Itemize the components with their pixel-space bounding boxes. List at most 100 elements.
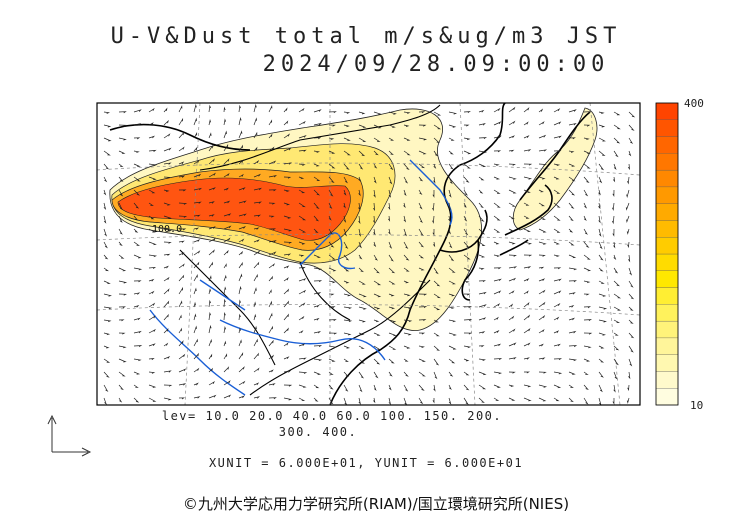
wind-arrow <box>553 121 562 126</box>
wind-arrow <box>553 397 560 402</box>
wind-arrow <box>178 215 188 218</box>
wind-arrow <box>328 345 337 349</box>
wind-arrow <box>283 327 289 334</box>
wind-arrow <box>613 384 616 393</box>
wind-arrow <box>553 241 560 245</box>
wind-arrow <box>388 150 394 156</box>
wind-arrow <box>463 137 471 141</box>
wind-arrow <box>553 303 561 308</box>
wind-arrow <box>313 358 323 362</box>
wind-arrow <box>418 241 425 248</box>
colorbar-swatch <box>655 253 679 271</box>
wind-arrow <box>373 241 377 248</box>
colorbar-swatch <box>655 320 679 339</box>
wind-arrow <box>448 202 451 211</box>
wind-arrow <box>118 163 124 168</box>
wind-arrow <box>613 254 617 260</box>
wind-arrow <box>268 215 275 218</box>
wind-arrow <box>298 241 306 245</box>
wind-arrow <box>238 213 247 217</box>
wind-arrow <box>538 241 547 245</box>
wind-arrow <box>133 371 141 375</box>
colorbar-swatch <box>655 270 679 288</box>
wind-arrow <box>343 345 351 349</box>
wind-arrow <box>178 228 187 231</box>
wind-arrow <box>568 109 577 113</box>
wind-arrow <box>553 150 562 153</box>
wind-arrow <box>538 121 545 126</box>
wind-arrow <box>373 228 376 236</box>
wind-arrow <box>448 384 452 390</box>
wind-arrow <box>133 254 142 259</box>
wind-arrow <box>343 189 347 196</box>
wind-arrow <box>193 159 200 165</box>
wind-arrow <box>238 261 243 269</box>
wind-arrow <box>403 215 407 223</box>
wind-arrow <box>493 241 500 245</box>
wind-arrow <box>403 163 410 170</box>
wind-arrow <box>193 250 201 256</box>
wind-arrow <box>463 254 471 260</box>
wind-arrow <box>612 228 615 237</box>
wind-arrow <box>403 319 413 323</box>
wind-arrow <box>268 263 275 269</box>
wind-arrow <box>253 214 261 217</box>
wind-arrow <box>403 137 411 141</box>
wind-arrow <box>343 124 350 128</box>
wind-arrow <box>298 330 304 334</box>
wind-arrow <box>613 163 617 171</box>
wind-arrow <box>418 293 428 296</box>
colorbar-swatch <box>655 388 679 406</box>
wind-arrow <box>433 306 441 311</box>
wind-arrow <box>523 314 531 321</box>
wind-arrow <box>493 135 502 139</box>
wind-arrow <box>148 254 158 258</box>
wind-arrow <box>373 371 379 379</box>
wind-arrow <box>253 261 260 269</box>
wind-arrow <box>463 241 470 248</box>
wind-arrow <box>523 163 533 166</box>
wind-arrow <box>448 163 454 170</box>
wind-arrow <box>493 267 502 270</box>
wind-arrow <box>163 253 171 256</box>
wind-arrow <box>508 315 515 321</box>
wind-arrow <box>313 109 322 113</box>
wind-arrow <box>223 366 230 373</box>
wind-arrow <box>583 241 590 248</box>
wind-arrow <box>103 202 107 211</box>
wind-arrow <box>388 267 396 274</box>
wind-arrow <box>613 358 619 366</box>
wind-arrow <box>148 290 155 295</box>
wind-arrow <box>148 135 156 139</box>
wind-arrow <box>283 288 290 295</box>
wind-arrow <box>418 384 425 391</box>
wind-arrow <box>163 328 169 334</box>
wind-arrow <box>253 103 257 113</box>
wind-arrow <box>568 241 575 246</box>
wind-arrow <box>103 254 109 260</box>
wind-arrow <box>223 225 232 230</box>
wind-arrow <box>133 150 140 153</box>
wind-arrow <box>478 317 487 321</box>
wind-arrow <box>238 130 243 139</box>
wind-arrow <box>463 345 472 349</box>
wind-arrow <box>328 137 335 140</box>
wind-arrow <box>208 201 215 204</box>
wind-arrow <box>358 345 365 349</box>
wind-arrow <box>193 352 199 360</box>
wind-arrow <box>343 241 349 250</box>
wind-arrow <box>163 288 170 295</box>
wind-arrow <box>298 176 305 180</box>
wind-arrow <box>432 241 436 248</box>
wind-arrow <box>627 384 630 392</box>
wind-arrow <box>613 293 622 299</box>
wind-arrow <box>268 312 273 321</box>
wind-arrow <box>223 326 227 334</box>
wind-arrow <box>163 147 172 152</box>
wind-arrow <box>478 202 484 209</box>
wind-arrow <box>568 384 574 388</box>
wind-arrow <box>208 261 213 269</box>
wind-arrow <box>193 132 198 139</box>
wind-arrow <box>283 370 292 373</box>
wind-arrow <box>433 267 439 275</box>
